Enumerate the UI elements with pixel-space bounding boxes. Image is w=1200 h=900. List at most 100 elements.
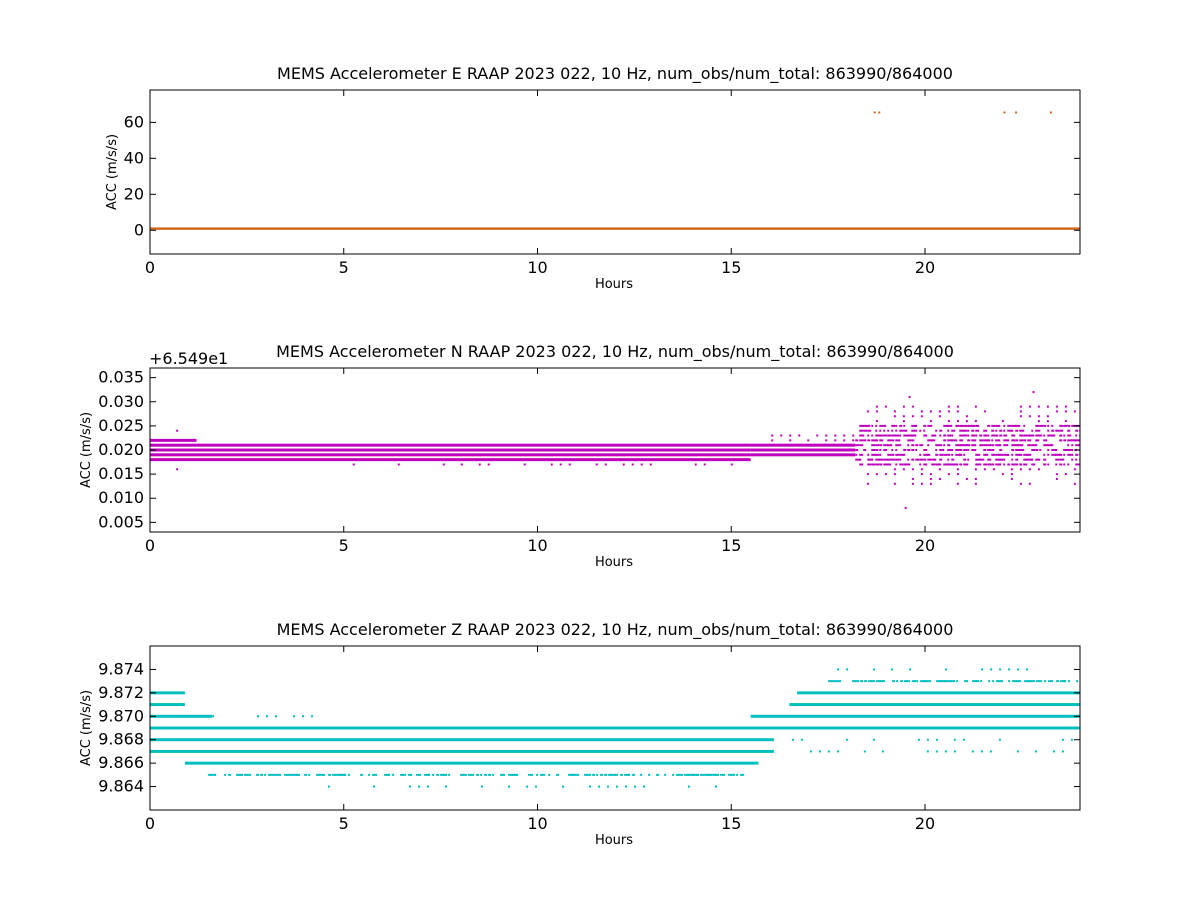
data-dash-n-278 bbox=[967, 439, 971, 442]
data-dash-z-218 bbox=[1016, 750, 1019, 753]
data-dash-z-216 bbox=[980, 750, 983, 753]
data-dash-n-460 bbox=[902, 468, 905, 471]
data-dash-n-236 bbox=[963, 444, 969, 447]
data-dash-n-193 bbox=[955, 449, 960, 451]
data-level-n-7 bbox=[196, 448, 751, 452]
data-dash-z-119 bbox=[598, 785, 600, 788]
data-dash-n-484 bbox=[893, 415, 896, 418]
data-dash-n-495 bbox=[875, 410, 878, 413]
x-tick-label-n-2: 10 bbox=[527, 536, 547, 555]
data-dash-n-141 bbox=[899, 453, 905, 456]
data-dash-n-411 bbox=[987, 424, 991, 427]
data-dash-n-450 bbox=[893, 473, 896, 476]
data-dash-n-451 bbox=[920, 473, 923, 476]
data-level-n-6 bbox=[196, 453, 751, 457]
data-dash-z-70 bbox=[568, 773, 574, 776]
x-tick-label-z-1: 5 bbox=[339, 814, 349, 833]
data-dash-n-136 bbox=[875, 453, 880, 456]
data-dash-z-25 bbox=[304, 773, 308, 776]
data-dash-n-184 bbox=[903, 449, 907, 451]
data-dash-n-296 bbox=[1067, 439, 1073, 442]
y-tick-label-n-1: 0.010 bbox=[98, 488, 144, 507]
data-dash-n-401 bbox=[923, 424, 927, 427]
data-dash-n-77 bbox=[1007, 463, 1011, 466]
data-dash-n-355 bbox=[899, 429, 904, 432]
data-dash-n-165 bbox=[1027, 453, 1032, 456]
data-dash-n-97 bbox=[883, 458, 889, 461]
y-tick-label-n-5: 0.030 bbox=[98, 392, 144, 411]
data-dash-n-437 bbox=[1019, 482, 1022, 485]
data-dash-n-456 bbox=[1010, 473, 1013, 476]
data-dash-n-98 bbox=[887, 458, 892, 461]
data-dash-n-200 bbox=[991, 449, 995, 451]
data-dash-z-75 bbox=[592, 773, 596, 776]
data-dash-n-469 bbox=[1019, 468, 1022, 471]
data-dash-z-148 bbox=[920, 680, 926, 683]
x-tick-label-z-4: 20 bbox=[915, 814, 935, 833]
data-level-z-0 bbox=[150, 691, 185, 695]
data-dash-z-103 bbox=[728, 773, 733, 776]
data-dash-n-455 bbox=[1001, 473, 1004, 476]
data-dash-n-169 bbox=[1055, 453, 1061, 456]
data-dash-n-116 bbox=[987, 458, 992, 461]
data-dash-n-246 bbox=[1011, 444, 1017, 447]
x-tick-label-e-0: 0 bbox=[145, 258, 155, 277]
data-dash-z-170 bbox=[1032, 680, 1036, 683]
data-dash-n-221 bbox=[883, 444, 889, 447]
data-dash-n-259 bbox=[855, 439, 859, 442]
data-dash-n-59 bbox=[923, 463, 928, 466]
data-dash-n-261 bbox=[863, 439, 867, 442]
data-point-e-3 bbox=[1003, 111, 1006, 114]
data-dash-n-399 bbox=[911, 424, 917, 427]
x-tick-label-z-3: 15 bbox=[721, 814, 741, 833]
tick-labels-n: 0 5 10 15 20 0.005 0.010 0.015 0.020 0.025 0.030 0.… bbox=[98, 368, 1080, 555]
data-dash-z-185 bbox=[945, 668, 948, 671]
data-dash-z-29 bbox=[328, 773, 332, 776]
data-dash-n-219 bbox=[875, 444, 880, 447]
data-dash-n-197 bbox=[971, 449, 977, 451]
data-point-e-4 bbox=[1015, 111, 1018, 114]
data-level-z-6 bbox=[184, 761, 759, 765]
data-dash-n-389 bbox=[863, 424, 869, 427]
y-tick-label-z-2: 9.868 bbox=[98, 730, 144, 749]
data-dash-n-132 bbox=[855, 453, 858, 456]
data-dash-z-144 bbox=[904, 680, 909, 683]
data-dash-n-95 bbox=[875, 458, 881, 461]
data-dash-n-63 bbox=[943, 463, 949, 466]
data-dash-n-199 bbox=[987, 449, 992, 451]
plot-frame-e bbox=[149, 89, 1081, 255]
data-dash-n-164 bbox=[1023, 453, 1029, 456]
data-dash-n-291 bbox=[1027, 439, 1032, 442]
data-dash-n-284 bbox=[995, 439, 1001, 442]
data-dash-n-330 bbox=[1003, 434, 1008, 437]
y-tick-label-e-3: 60 bbox=[124, 112, 144, 131]
data-band-e-0 bbox=[150, 227, 1080, 230]
data-dash-z-145 bbox=[908, 680, 911, 683]
data-dash-n-81 bbox=[1023, 463, 1028, 466]
data-dash-n-160 bbox=[1007, 453, 1010, 456]
data-dash-n-179 bbox=[875, 449, 879, 451]
data-dash-n-198 bbox=[983, 449, 987, 451]
data-dash-z-188 bbox=[999, 668, 1002, 671]
chart-title-e: MEMS Accelerometer E RAAP 2023 022, 10 H… bbox=[277, 64, 953, 84]
data-dash-n-256 bbox=[1071, 444, 1074, 447]
data-dash-n-472 bbox=[1073, 468, 1076, 471]
data-dash-n-341 bbox=[1059, 434, 1063, 437]
data-dash-n-128 bbox=[1059, 458, 1065, 461]
data-level-n-5 bbox=[196, 458, 751, 462]
data-dash-n-505 bbox=[1064, 410, 1067, 413]
data-dash-z-79 bbox=[608, 773, 613, 776]
data-dash-n-406 bbox=[959, 424, 964, 427]
data-dash-n-52 bbox=[883, 463, 889, 466]
data-dash-z-88 bbox=[656, 773, 660, 776]
x-tick-label-n-0: 0 bbox=[145, 536, 155, 555]
data-dash-z-191 bbox=[1026, 668, 1029, 671]
data-point-e-5 bbox=[1049, 111, 1052, 114]
data-dash-n-475 bbox=[929, 420, 932, 423]
data-dash-z-48 bbox=[436, 773, 440, 776]
data-dash-z-150 bbox=[928, 680, 932, 683]
data-dash-n-306 bbox=[887, 434, 892, 437]
data-point-e-1 bbox=[873, 111, 876, 114]
data-dash-z-59 bbox=[488, 773, 492, 776]
data-dash-n-458 bbox=[1064, 473, 1067, 476]
